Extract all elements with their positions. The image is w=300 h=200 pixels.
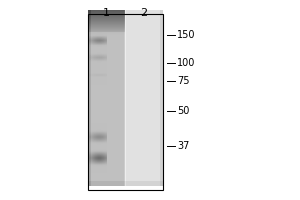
Text: 1: 1 bbox=[103, 8, 110, 18]
Text: 50: 50 bbox=[177, 106, 189, 116]
Text: 75: 75 bbox=[177, 76, 190, 86]
Text: 37: 37 bbox=[177, 141, 189, 151]
Text: 100: 100 bbox=[177, 58, 195, 68]
Text: 150: 150 bbox=[177, 30, 196, 40]
Bar bbox=[88, 14, 163, 190]
Text: 2: 2 bbox=[140, 8, 148, 18]
